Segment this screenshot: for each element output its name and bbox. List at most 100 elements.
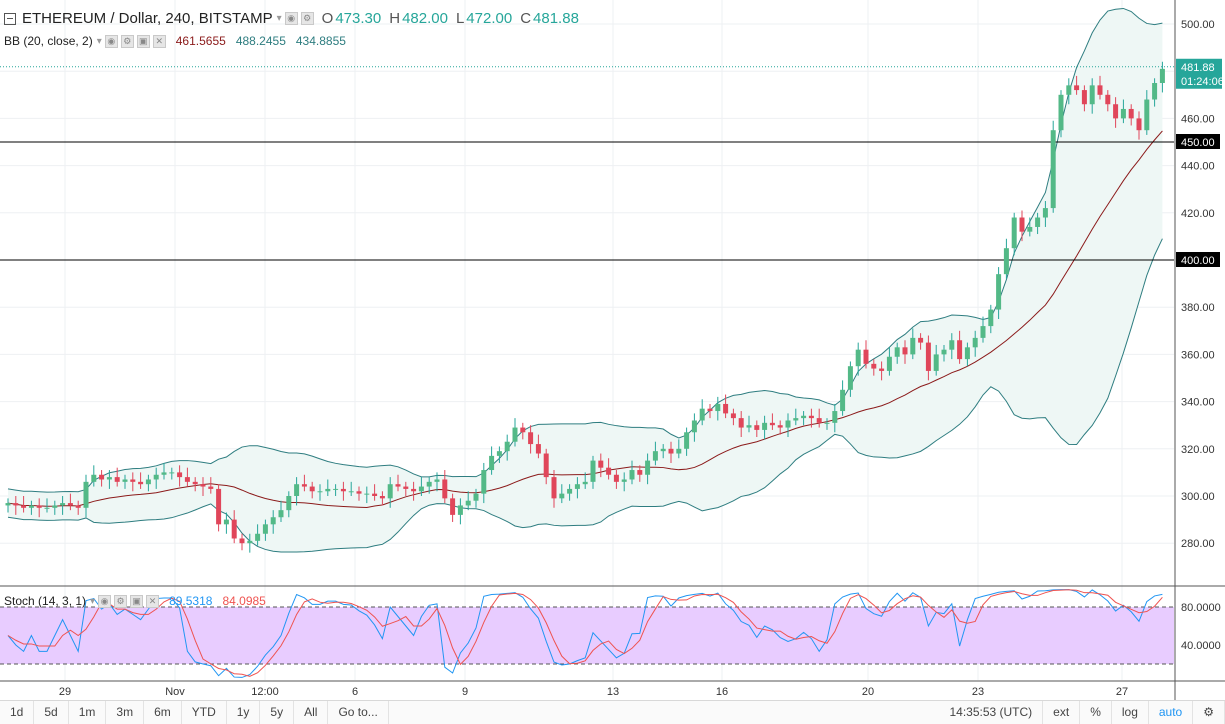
- level-badge: [1176, 134, 1220, 149]
- candle: [1136, 111, 1142, 140]
- chevron-down-icon[interactable]: ▾: [90, 595, 96, 607]
- candle: [177, 465, 183, 487]
- range-1m-button[interactable]: 1m: [69, 701, 107, 724]
- candle: [808, 408, 814, 428]
- candle: [707, 403, 713, 419]
- range-1y-button[interactable]: 1y: [227, 701, 261, 724]
- stoch-d-line: [7, 589, 1163, 677]
- range-6m-button[interactable]: 6m: [144, 701, 182, 724]
- percent-toggle[interactable]: %: [1080, 701, 1112, 724]
- candle: [551, 470, 557, 508]
- price-tick-label: 420.00: [1181, 208, 1215, 220]
- candle: [356, 486, 362, 501]
- eye-icon[interactable]: ◉: [98, 594, 112, 608]
- candle: [379, 491, 385, 506]
- chevron-down-icon[interactable]: ▾: [276, 13, 282, 24]
- candle-body: [785, 420, 791, 428]
- candle: [957, 330, 963, 364]
- stoch-title[interactable]: Stoch (14, 3, 1): [4, 594, 87, 608]
- candle: [481, 462, 487, 504]
- format-icon[interactable]: ▣: [130, 594, 144, 608]
- settings-icon[interactable]: ⚙: [300, 12, 314, 25]
- range-1d-button[interactable]: 1d: [0, 701, 35, 724]
- settings-icon[interactable]: ⚙: [120, 34, 134, 48]
- candle: [879, 361, 885, 381]
- close-icon[interactable]: ✕: [152, 34, 166, 48]
- candle: [1159, 61, 1165, 93]
- candle: [1120, 99, 1126, 124]
- range-5y-button[interactable]: 5y: [260, 701, 295, 724]
- utc-time[interactable]: 14:35:53 (UTC): [939, 701, 1044, 724]
- candle: [535, 434, 541, 459]
- collapse-icon[interactable]: [4, 12, 16, 25]
- candle-body: [512, 427, 518, 442]
- x-tick-label: 12:00: [251, 686, 279, 698]
- range-ytd-button[interactable]: YTD: [182, 701, 227, 724]
- candle-body: [855, 349, 861, 367]
- candle: [894, 342, 900, 364]
- symbol-title[interactable]: ETHEREUM / Dollar, 240, BITSTAMP: [22, 10, 273, 27]
- ext-toggle[interactable]: ext: [1043, 701, 1081, 724]
- goto-button[interactable]: Go to...: [328, 701, 389, 724]
- candle-body: [613, 474, 619, 482]
- eye-icon[interactable]: ◉: [104, 34, 118, 48]
- chart-canvas[interactable]: 280.00 300.00 320.00 340.00 360.00 380.00 400.…: [0, 0, 1225, 700]
- candle-body: [925, 342, 931, 371]
- candle-body: [317, 491, 323, 493]
- candle: [528, 425, 534, 454]
- candle: [980, 316, 986, 343]
- log-toggle[interactable]: log: [1112, 701, 1149, 724]
- candle-body: [223, 519, 229, 525]
- candle: [262, 519, 268, 541]
- candle: [886, 347, 892, 376]
- bb-lower-line: [7, 238, 1163, 553]
- candle: [1144, 90, 1150, 135]
- candle: [450, 493, 456, 522]
- candle-body: [411, 488, 417, 492]
- candle: [691, 413, 697, 442]
- candle-body: [465, 500, 471, 506]
- candle: [60, 496, 66, 515]
- eye-icon[interactable]: ◉: [284, 12, 298, 25]
- bb-title[interactable]: BB (20, close, 2): [4, 34, 93, 48]
- candle: [941, 344, 947, 362]
- candle-body: [52, 505, 58, 508]
- candle: [44, 498, 50, 513]
- candle-body: [1089, 85, 1095, 105]
- format-icon[interactable]: ▣: [136, 34, 150, 48]
- close-icon[interactable]: ✕: [146, 594, 160, 608]
- range-all-button[interactable]: All: [294, 701, 329, 724]
- candle-body: [333, 488, 339, 490]
- candle: [28, 500, 34, 515]
- candle: [138, 472, 144, 489]
- candle-body: [364, 493, 370, 495]
- candle: [216, 484, 222, 532]
- range-3m-button[interactable]: 3m: [106, 701, 145, 724]
- settings-icon[interactable]: ⚙: [114, 594, 128, 608]
- stoch-tick-label: 80.0000: [1181, 602, 1221, 614]
- x-tick-label: 13: [607, 686, 619, 698]
- auto-toggle[interactable]: auto: [1149, 701, 1194, 724]
- candle-body: [847, 366, 853, 390]
- candle: [684, 427, 690, 456]
- chevron-down-icon[interactable]: ▾: [96, 35, 102, 47]
- candle: [106, 470, 112, 489]
- candle: [715, 396, 721, 421]
- candle: [286, 491, 292, 518]
- stoch-d-value: 84.0985: [222, 594, 266, 608]
- gear-icon[interactable]: ⚙: [1193, 701, 1225, 724]
- candle: [871, 359, 877, 376]
- open-label: O: [321, 10, 334, 27]
- range-5d-button[interactable]: 5d: [34, 701, 69, 724]
- candle: [1097, 75, 1103, 100]
- level-badge-label: 450.00: [1181, 137, 1215, 149]
- candle-body: [871, 363, 877, 369]
- candle: [83, 474, 89, 518]
- candle-body: [340, 488, 346, 492]
- candle-body: [13, 503, 19, 506]
- candle: [660, 444, 666, 459]
- close-value: 481.88: [533, 10, 579, 27]
- candle-body: [99, 474, 105, 480]
- candle-body: [395, 484, 401, 487]
- candle-body: [255, 533, 261, 541]
